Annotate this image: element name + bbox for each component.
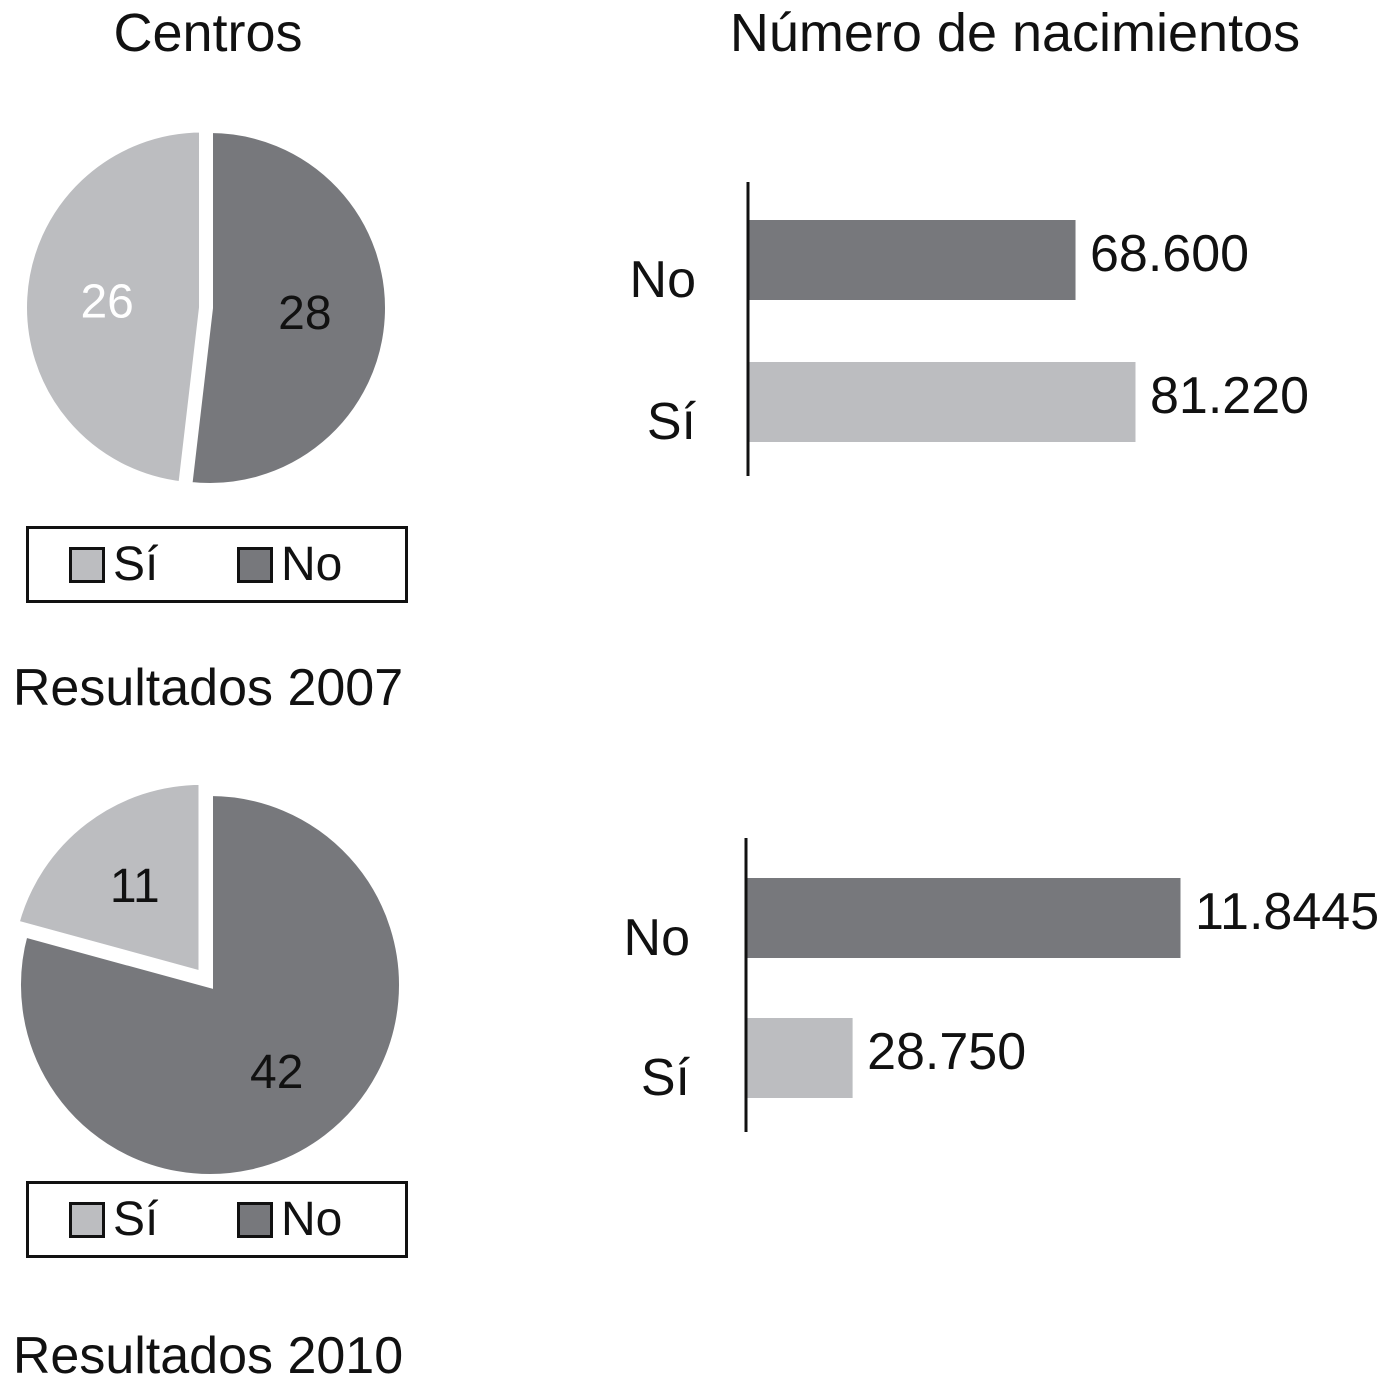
legend-label-si: Sí (113, 1192, 159, 1246)
pie-slice-si (21, 126, 206, 488)
pie-label-si: 26 (80, 276, 133, 329)
bar-chart-2010: 11.8445 No 28.750 Sí (624, 838, 1379, 1132)
bar-no (747, 878, 1181, 958)
pie-slice-si (12, 778, 205, 978)
panel-title-2007: Resultados 2007 (12, 659, 404, 717)
legend-item-no: No (237, 529, 342, 600)
bar-chart-2007: 68.600 No 81.220 Sí (630, 182, 1309, 476)
legend-swatch-si (69, 546, 105, 583)
legend-label-si: Sí (113, 537, 159, 591)
bar-value-label-no: 11.8445 (1195, 883, 1379, 941)
category-label-no: No (630, 251, 696, 309)
legend-item-si: Sí (69, 529, 158, 600)
centros-header: Centros (113, 3, 303, 63)
category-label-no: No (624, 909, 690, 967)
bar-value-label-si: 28.750 (867, 1023, 1026, 1081)
pie-slice-no (15, 789, 405, 1180)
pie-chart-2007: 28 26 (21, 126, 391, 489)
legend-label-no: No (281, 1192, 343, 1246)
bar-value-label-no: 68.600 (1090, 225, 1249, 283)
legend-2010: Sí No (26, 1181, 408, 1258)
legend-label-no: No (281, 537, 343, 591)
bar-no (749, 220, 1076, 300)
pie-label-si: 11 (110, 860, 160, 913)
pie-chart-2010: 42 11 (12, 778, 405, 1180)
pie-slice-no (186, 126, 391, 489)
legend-swatch-no (237, 1201, 273, 1238)
legend-swatch-si (69, 1201, 105, 1238)
bar-value-label-si: 81.220 (1150, 367, 1309, 425)
category-label-si: Sí (647, 393, 697, 451)
nacimientos-header: Número de nacimientos (729, 3, 1301, 63)
panel-title-2010: Resultados 2010 (12, 1327, 404, 1385)
pie-label-no: 28 (278, 287, 331, 340)
legend-item-si: Sí (69, 1184, 158, 1255)
bar-si (747, 1018, 853, 1098)
legend-2007: Sí No (26, 526, 408, 603)
category-label-si: Sí (641, 1049, 691, 1107)
pie-label-no: 42 (250, 1046, 303, 1099)
legend-item-no: No (237, 1184, 342, 1255)
bar-si (749, 362, 1136, 442)
legend-swatch-no (237, 546, 273, 583)
